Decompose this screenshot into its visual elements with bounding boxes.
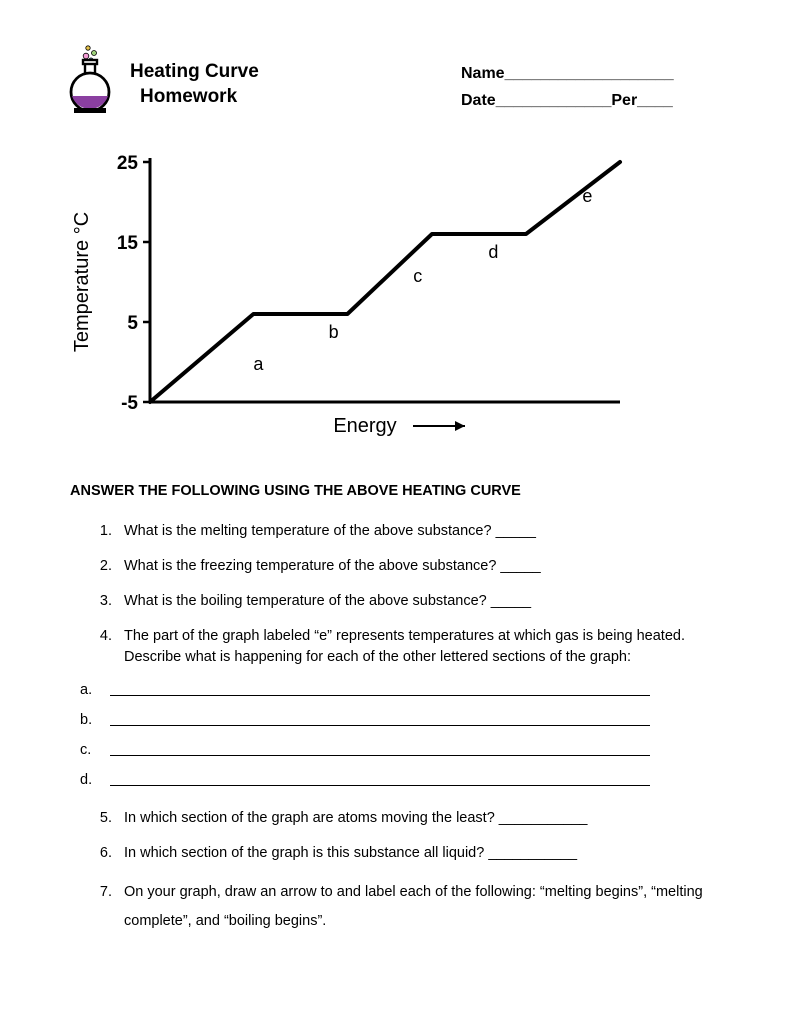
sub-b: b. [80, 712, 731, 728]
student-fields: Name___________________ Date____________… [461, 60, 731, 114]
heating-curve-chart: -5 5 15 25 Temperature °C Energy a b c d e [70, 142, 731, 447]
per-label: Per [611, 92, 637, 109]
per-underline: ____ [637, 92, 673, 109]
question-list-2: In which section of the graph are atoms … [116, 808, 731, 936]
svg-text:Temperature °C: Temperature °C [71, 212, 93, 352]
question-7: On your graph, draw an arrow to and labe… [116, 878, 731, 936]
date-underline: _____________ [496, 92, 612, 109]
date-per-field: Date_____________Per____ [461, 87, 731, 114]
title-line-2: Homework [140, 85, 259, 110]
svg-text:b: b [329, 322, 339, 342]
question-3: What is the boiling temperature of the a… [116, 591, 731, 612]
svg-text:d: d [488, 242, 498, 262]
sub-d: d. [80, 772, 731, 788]
worksheet-title: Heating Curve Homework [130, 60, 259, 109]
svg-text:-5: -5 [121, 393, 138, 414]
svg-text:c: c [413, 266, 422, 286]
name-underline: ___________________ [505, 65, 674, 82]
sub-a: a. [80, 682, 731, 698]
name-field: Name___________________ [461, 60, 731, 87]
svg-text:Energy: Energy [333, 415, 396, 437]
question-4: The part of the graph labeled “e” repres… [116, 626, 731, 668]
date-label: Date [461, 92, 496, 109]
instruction-text: ANSWER THE FOLLOWING USING THE ABOVE HEA… [70, 483, 731, 499]
worksheet-header: Heating Curve Homework Name_____________… [60, 50, 731, 114]
svg-text:15: 15 [117, 233, 139, 254]
sub-c: c. [80, 742, 731, 758]
sub-answer-lines: a. b. c. d. [80, 682, 731, 788]
question-6: In which section of the graph is this su… [116, 843, 731, 864]
svg-text:25: 25 [117, 153, 139, 174]
question-list: What is the melting temperature of the a… [116, 521, 731, 668]
name-label: Name [461, 65, 505, 82]
question-5: In which section of the graph are atoms … [116, 808, 731, 829]
svg-text:a: a [253, 354, 264, 374]
question-2: What is the freezing temperature of the … [116, 556, 731, 577]
title-line-1: Heating Curve [130, 60, 259, 85]
flask-icon [60, 44, 118, 114]
chart-svg: -5 5 15 25 Temperature °C Energy a b c d e [70, 142, 630, 442]
question-1: What is the melting temperature of the a… [116, 521, 731, 542]
svg-text:5: 5 [127, 313, 138, 334]
svg-text:e: e [582, 186, 592, 206]
